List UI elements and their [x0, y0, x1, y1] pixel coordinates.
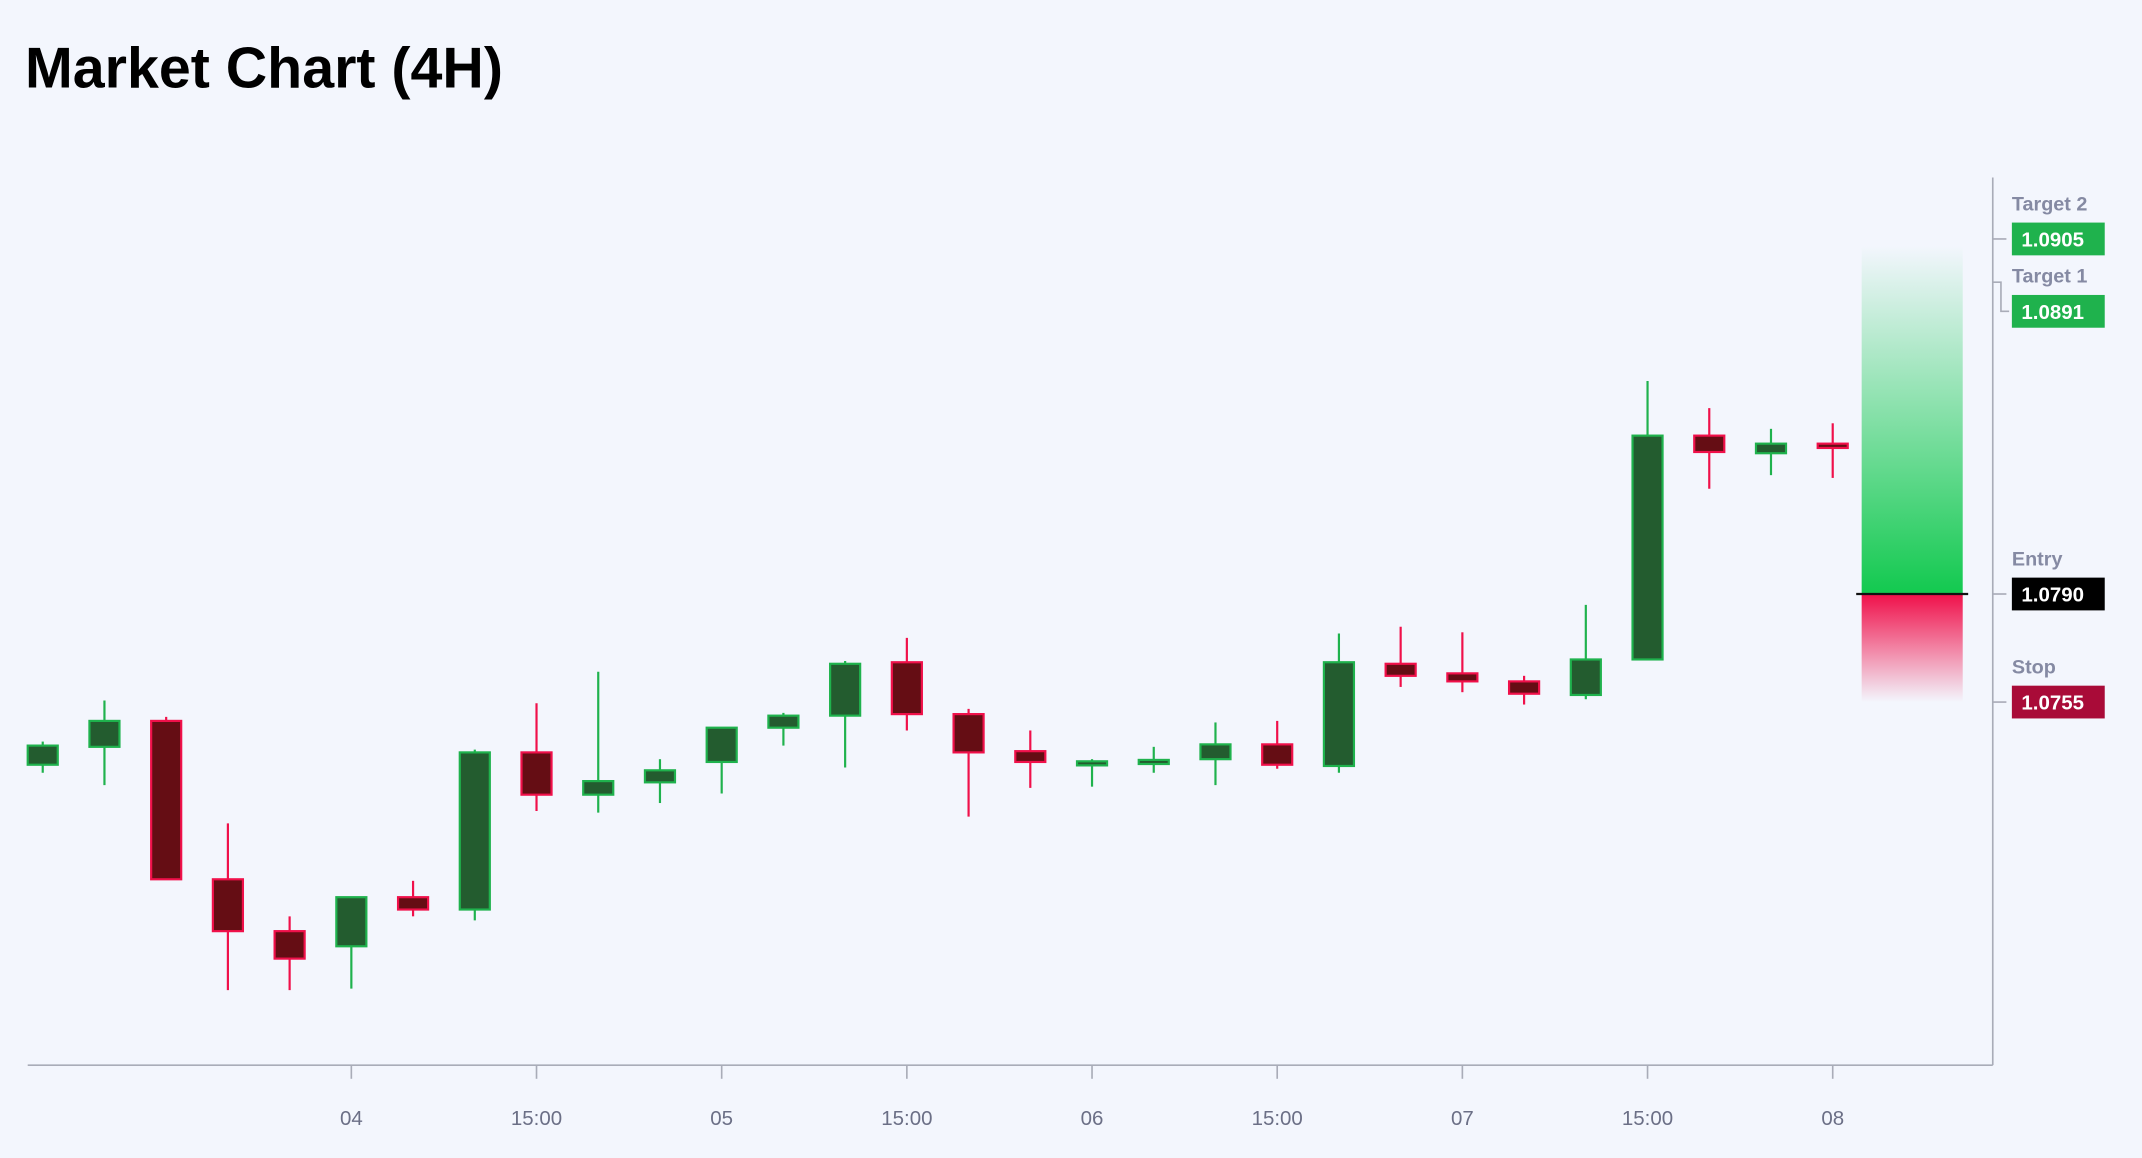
candle-body	[211, 878, 245, 933]
candle	[1322, 633, 1356, 773]
candle-body	[1261, 743, 1294, 766]
candle-body	[1816, 442, 1849, 450]
level-badge	[2011, 577, 2105, 611]
candle	[829, 661, 862, 768]
candle	[26, 741, 59, 773]
candle-body	[643, 769, 677, 784]
level-value: 1.0755	[2021, 692, 2084, 715]
candle-body	[890, 661, 923, 716]
x-tick-label: 15:00	[1622, 1107, 1673, 1130]
candle-body	[1693, 434, 1726, 454]
candle-body	[582, 780, 615, 796]
candle-body	[1014, 750, 1047, 764]
candle-body	[1384, 662, 1417, 677]
level-value: 1.0905	[2021, 228, 2084, 251]
candle	[1261, 720, 1294, 769]
level-name: Target 2	[2012, 193, 2088, 215]
candle	[150, 716, 183, 881]
candle	[1693, 408, 1726, 489]
candle-body	[952, 713, 985, 754]
candle-body	[1137, 758, 1170, 766]
candle	[1816, 423, 1849, 478]
x-tick-label: 04	[340, 1107, 363, 1130]
level-stop: Stop 1.0755	[2011, 656, 2105, 719]
candle-body	[273, 930, 306, 960]
candle-body	[520, 751, 553, 796]
level-value: 1.0790	[2021, 584, 2084, 607]
candle	[1075, 759, 1109, 787]
candle-body	[26, 744, 59, 766]
candle-body	[1754, 442, 1788, 455]
candle-body	[396, 896, 430, 911]
candle	[643, 759, 677, 804]
level-name: Stop	[2012, 656, 2056, 678]
candle-body	[335, 896, 368, 948]
level-target-2: Target 2 1.0905	[2011, 193, 2105, 256]
x-tick-label: 07	[1451, 1107, 1474, 1130]
candle	[582, 671, 615, 813]
level-badge	[2011, 222, 2105, 256]
candle	[520, 703, 553, 812]
level-entry: Entry 1.0790	[2011, 548, 2105, 611]
level-badge	[2011, 294, 2105, 328]
candle-body	[458, 751, 491, 911]
x-tick-label: 05	[710, 1107, 733, 1130]
candle	[1199, 722, 1232, 786]
candle	[335, 896, 368, 989]
candle	[1754, 428, 1788, 476]
candle	[1014, 730, 1047, 788]
candle	[273, 916, 306, 991]
level-connector	[1992, 281, 2010, 313]
candle	[88, 700, 121, 786]
candle-body	[1075, 760, 1109, 767]
candle	[890, 637, 923, 731]
level-name: Entry	[2012, 548, 2063, 570]
candle	[1569, 604, 1602, 700]
level-name: Target 1	[2012, 266, 2088, 288]
candle	[1137, 746, 1170, 773]
x-tick-label: 15:00	[1252, 1107, 1303, 1130]
candle-body	[1569, 658, 1602, 697]
candle-body	[767, 714, 800, 729]
candle	[767, 712, 800, 746]
level-target-1: Target 1 1.0891	[2011, 266, 2105, 328]
candle-body	[705, 726, 738, 764]
x-tick-label: 15:00	[881, 1107, 932, 1130]
candle	[1384, 626, 1417, 687]
candle-body	[1199, 743, 1232, 761]
loss-zone	[1861, 594, 1963, 703]
chart-title: Market Chart (4H)	[25, 36, 503, 100]
candle	[396, 880, 430, 917]
candle-body	[1631, 434, 1664, 661]
candle-body	[1446, 672, 1479, 683]
profit-zone	[1861, 245, 1963, 595]
candle	[458, 749, 491, 921]
candle-body	[1322, 661, 1356, 768]
candle	[211, 823, 245, 991]
level-value: 1.0891	[2021, 301, 2084, 324]
candle-body	[1507, 680, 1541, 695]
candle	[1446, 632, 1479, 693]
candle-body	[88, 719, 121, 748]
candle-body	[150, 719, 183, 881]
level-badge	[2011, 685, 2105, 719]
x-tick-label: 08	[1821, 1107, 1844, 1130]
candle	[952, 708, 985, 817]
candle	[1631, 380, 1664, 661]
x-tick-label: 15:00	[511, 1107, 562, 1130]
candle	[1507, 675, 1541, 705]
candle	[705, 726, 738, 794]
x-tick-label: 06	[1081, 1107, 1104, 1130]
candle-body	[829, 662, 862, 717]
